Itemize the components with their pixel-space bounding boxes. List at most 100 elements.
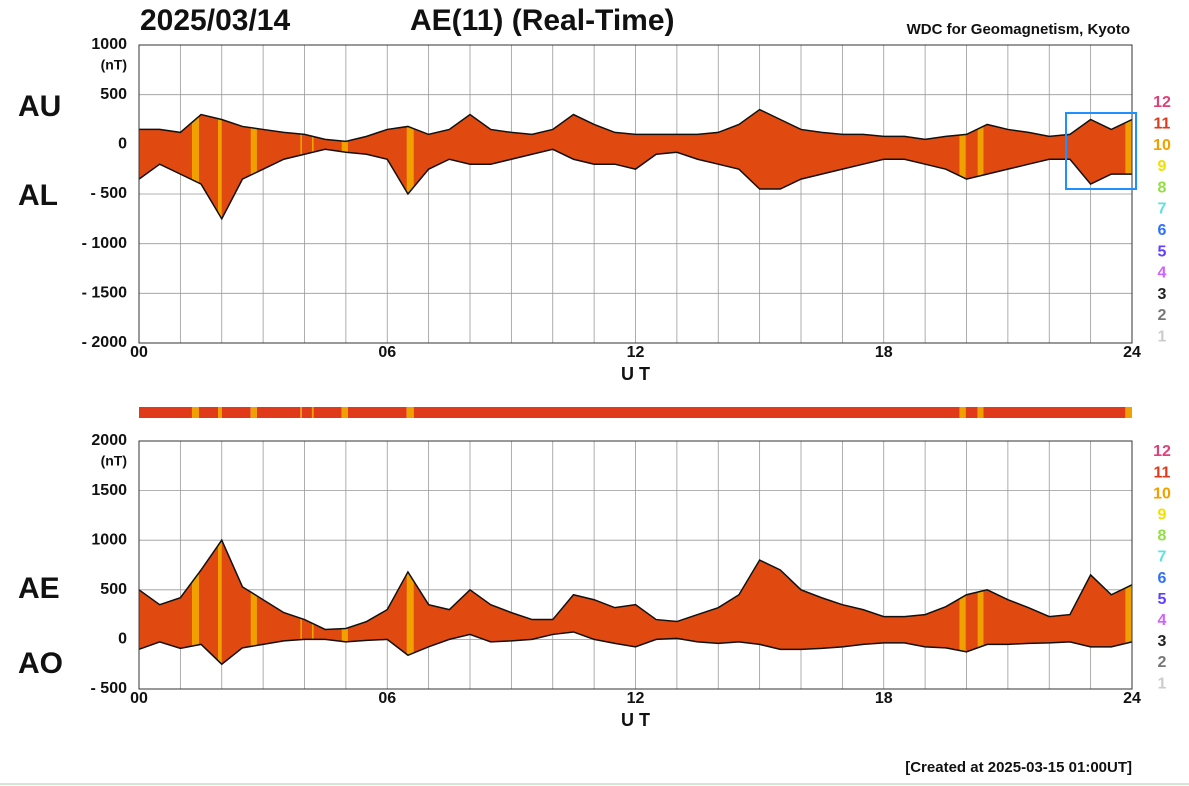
- legend-label: 12: [1153, 443, 1171, 460]
- station-segment: [198, 407, 219, 418]
- series-line: [139, 108, 1133, 143]
- series-name: AL: [18, 179, 58, 212]
- legend-label: 3: [1158, 286, 1167, 303]
- legend-label: 11: [1154, 116, 1171, 133]
- x-tick-label: 12: [627, 690, 645, 707]
- series-name: AE: [18, 572, 60, 605]
- station-segment: [302, 407, 312, 418]
- legend-label: 3: [1158, 633, 1167, 650]
- y-tick-label: - 1500: [82, 285, 127, 302]
- x-tick-label: 00: [130, 344, 148, 361]
- legend-label: 9: [1158, 507, 1167, 524]
- legend-label: 2: [1158, 307, 1167, 324]
- station-segment: [139, 407, 192, 418]
- station-stripe: [1125, 540, 1132, 665]
- legend-label: 12: [1153, 94, 1171, 111]
- station-segment: [191, 407, 199, 418]
- y-tick-label: 500: [100, 86, 127, 103]
- legend-label: 7: [1158, 201, 1167, 218]
- x-tick-label: 18: [875, 690, 893, 707]
- legend-label: 4: [1158, 612, 1167, 629]
- station-stripe: [406, 109, 414, 219]
- series-line: [138, 538, 1133, 631]
- station-segment: [341, 407, 348, 418]
- series-line: [138, 148, 1132, 221]
- station-stripe: [1125, 109, 1132, 219]
- y-tick-label: 0: [118, 136, 127, 153]
- plot-frame: [138, 44, 1133, 344]
- y-unit: (nT): [101, 453, 127, 469]
- legend-label: 9: [1158, 158, 1167, 175]
- station-segment: [977, 407, 984, 418]
- station-stripe: [191, 540, 199, 665]
- station-stripe: [250, 109, 257, 219]
- station-segment: [1125, 407, 1132, 418]
- series-name: AU: [18, 90, 61, 123]
- y-tick-label: 1000: [91, 531, 127, 548]
- station-stripe: [311, 540, 314, 665]
- legend-label: 8: [1158, 528, 1167, 545]
- legend-label: 6: [1158, 222, 1167, 239]
- station-stripe: [218, 540, 222, 665]
- legend-label: 5: [1158, 243, 1167, 260]
- date: 2025/03/14: [140, 4, 290, 37]
- x-tick-label: 06: [378, 690, 396, 707]
- legend-label: 6: [1158, 570, 1167, 587]
- legend-label: 7: [1158, 549, 1167, 566]
- station-segment: [965, 407, 978, 418]
- x-tick-label: 24: [1123, 344, 1141, 361]
- band-fill: [139, 540, 1132, 665]
- selection-box: [1065, 112, 1137, 190]
- station-stripe: [341, 540, 348, 665]
- legend-label: 5: [1158, 591, 1167, 608]
- station-stripe: [959, 109, 966, 219]
- chart-title: AE(11) (Real-Time): [410, 4, 675, 37]
- y-unit: (nT): [101, 57, 127, 73]
- station-segment: [311, 407, 314, 418]
- station-stripe: [250, 540, 257, 665]
- station-segment: [300, 407, 303, 418]
- legend-label: 1: [1158, 329, 1167, 346]
- y-tick-label: 1000: [91, 36, 127, 53]
- station-stripe: [977, 109, 984, 219]
- station-segment: [413, 407, 960, 418]
- station-stripe: [300, 540, 303, 665]
- station-stripe: [959, 540, 966, 665]
- x-axis-label: U T: [621, 364, 650, 384]
- legend-label: 8: [1158, 179, 1167, 196]
- legend-label: 2: [1158, 654, 1167, 671]
- x-tick-label: 06: [378, 344, 396, 361]
- legend-label: 10: [1153, 485, 1171, 502]
- plot-frame: [138, 440, 1133, 690]
- y-tick-label: - 2000: [82, 334, 127, 351]
- x-tick-label: 00: [130, 690, 148, 707]
- footer: [Created at 2025-03-15 01:00UT]: [905, 759, 1132, 776]
- station-segment: [959, 407, 966, 418]
- station-stripe: [191, 109, 199, 219]
- station-stripe: [406, 540, 414, 665]
- station-segment: [313, 407, 342, 418]
- station-segment: [250, 407, 257, 418]
- y-tick-label: - 1000: [82, 235, 127, 252]
- y-tick-label: - 500: [91, 680, 128, 697]
- x-tick-label: 18: [875, 344, 893, 361]
- station-segment: [221, 407, 251, 418]
- legend-label: 11: [1154, 464, 1171, 481]
- series-line: [138, 631, 1133, 666]
- y-tick-label: 1500: [91, 482, 127, 499]
- y-tick-label: - 500: [91, 185, 128, 202]
- station-segment: [406, 407, 414, 418]
- y-tick-label: 2000: [91, 432, 127, 449]
- legend-label: 1: [1158, 675, 1167, 692]
- station-segment: [983, 407, 1126, 418]
- legend-label: 4: [1158, 265, 1167, 282]
- station-segment: [347, 407, 407, 418]
- station-segment: [256, 407, 301, 418]
- x-tick-label: 12: [627, 344, 645, 361]
- legend-label: 10: [1153, 137, 1171, 154]
- station-stripe: [218, 109, 222, 219]
- station-segment: [218, 407, 222, 418]
- series-name: AO: [18, 647, 63, 680]
- x-tick-label: 24: [1123, 690, 1141, 707]
